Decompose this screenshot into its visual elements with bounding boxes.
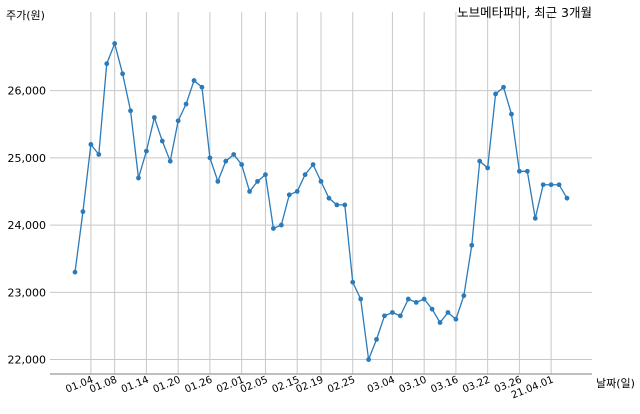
data-point (144, 148, 149, 154)
data-point (286, 192, 292, 198)
x-tick-label: 03.10 (398, 375, 429, 396)
price-series-points (72, 41, 570, 362)
data-point (334, 202, 340, 208)
grid-lines (50, 12, 592, 374)
data-point (96, 152, 102, 157)
data-point (516, 168, 522, 174)
data-point (318, 178, 324, 184)
data-point (310, 162, 316, 167)
data-point (501, 84, 506, 90)
data-point (461, 293, 467, 299)
data-point (136, 175, 141, 181)
x-tick-label: 03.22 (461, 375, 492, 396)
data-point (429, 306, 435, 312)
data-point (278, 222, 284, 228)
data-point (247, 189, 252, 194)
data-point (239, 162, 245, 167)
x-tick-label: 02.05 (239, 375, 270, 396)
y-tick-label: 26,000 (8, 85, 47, 98)
data-point (413, 300, 419, 305)
y-axis-label: 주가(원) (6, 9, 45, 22)
y-tick-label: 22,000 (8, 354, 47, 367)
x-axis-label: 날짜(일) (596, 376, 635, 390)
x-tick-label: 01.26 (183, 375, 214, 396)
y-tick-label: 23,000 (8, 286, 47, 299)
data-point (564, 195, 570, 201)
data-point (231, 152, 237, 157)
y-tick-label: 25,000 (8, 152, 47, 165)
data-point (167, 158, 173, 164)
y-tick-label: 24,000 (8, 219, 47, 232)
data-point (382, 313, 387, 319)
data-point (374, 336, 379, 342)
data-point (350, 279, 356, 285)
data-point (445, 310, 451, 315)
data-point (104, 61, 110, 67)
data-point (151, 115, 157, 120)
data-point (342, 202, 348, 208)
data-point (294, 189, 300, 194)
data-point (88, 141, 94, 147)
data-point (223, 158, 229, 164)
data-point (326, 195, 332, 201)
data-point (128, 108, 133, 114)
data-point (120, 71, 126, 77)
data-point (80, 209, 86, 215)
x-tick-label: 01.14 (120, 375, 151, 396)
data-point (556, 182, 562, 188)
data-point (540, 182, 546, 188)
data-point (532, 215, 538, 221)
data-point (302, 172, 308, 178)
data-point (159, 138, 165, 144)
data-point (207, 155, 213, 161)
data-point (453, 316, 459, 322)
data-point (366, 357, 372, 362)
x-tick-label: 02.19 (294, 375, 325, 396)
x-tick-label: 02.25 (326, 375, 357, 396)
data-point (397, 313, 403, 319)
data-point (215, 178, 221, 184)
data-point (112, 41, 118, 46)
data-point (469, 242, 475, 248)
chart-title: 노브메타파마, 최근 3개월 (457, 5, 592, 20)
data-point (183, 101, 189, 107)
data-point (72, 269, 78, 275)
data-point (199, 84, 205, 90)
x-tick-label: 01.20 (152, 375, 183, 396)
data-point (255, 178, 260, 184)
data-point (509, 111, 514, 117)
data-point (390, 310, 395, 315)
data-point (437, 320, 443, 325)
data-point (405, 296, 411, 302)
x-tick-label: 01.08 (88, 375, 119, 396)
data-point (191, 78, 197, 83)
data-point (548, 182, 554, 188)
x-tick-label: 03.16 (429, 375, 460, 396)
data-point (485, 165, 491, 171)
data-point (524, 168, 530, 174)
data-point (421, 296, 427, 302)
data-point (493, 91, 498, 97)
data-point (477, 158, 483, 164)
data-point (175, 118, 181, 124)
data-point (358, 296, 364, 302)
data-point (263, 172, 268, 178)
y-tick-labels: 22,000 23,000 24,000 25,000 26,000 (8, 85, 47, 367)
x-tick-label: 03.04 (366, 375, 397, 396)
data-point (270, 226, 276, 231)
